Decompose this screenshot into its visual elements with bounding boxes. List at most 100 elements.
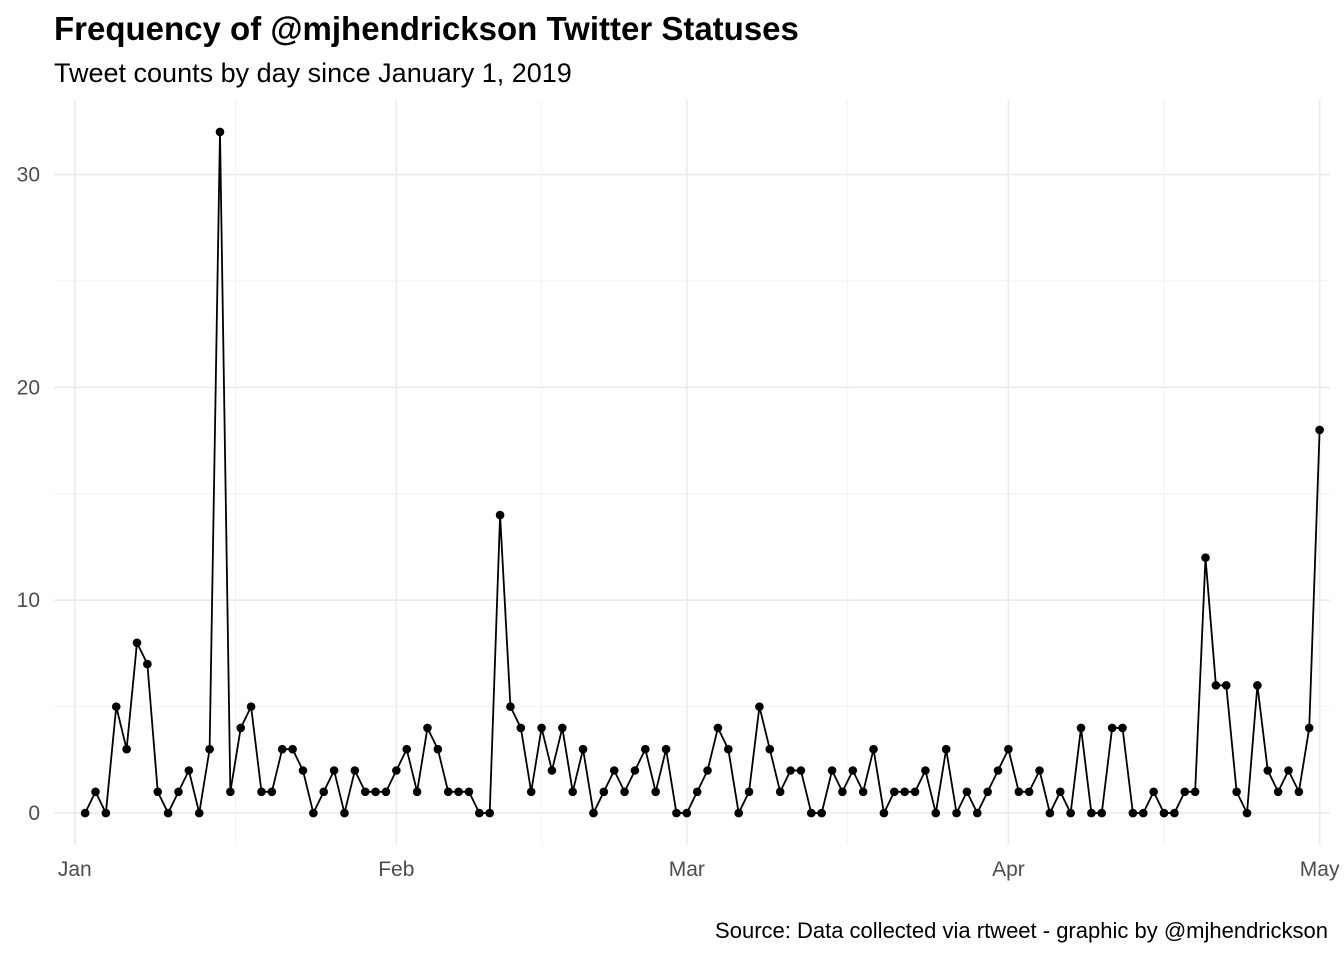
x-tick-label: Mar	[669, 858, 705, 881]
x-tick-label: Jan	[58, 858, 92, 881]
data-point	[1097, 808, 1107, 818]
data-point	[1107, 723, 1117, 733]
data-point	[236, 723, 246, 733]
data-point	[547, 766, 557, 775]
series-line	[84, 131, 1321, 814]
data-point	[392, 766, 401, 775]
y-axis: 0 10 20 30	[17, 164, 40, 826]
data-point	[257, 787, 266, 797]
grid-lines	[54, 100, 1330, 845]
data-point	[516, 723, 526, 733]
data-point	[1159, 808, 1169, 818]
chart-title: Frequency of @mjhendrickson Twitter Stat…	[54, 10, 799, 47]
data-point	[765, 744, 775, 754]
data-point	[713, 723, 723, 733]
data-point	[101, 808, 111, 818]
data-point	[277, 744, 287, 754]
data-point	[692, 787, 702, 797]
y-tick-label: 20	[17, 376, 40, 399]
data-point	[1055, 787, 1065, 797]
data-point	[80, 808, 90, 818]
data-point	[661, 744, 671, 754]
data-point	[381, 787, 391, 797]
data-point	[298, 766, 308, 775]
data-point	[1294, 787, 1304, 797]
data-point	[879, 808, 889, 818]
data-point	[1138, 808, 1148, 818]
data-point	[734, 808, 743, 818]
data-point	[329, 766, 339, 775]
y-tick-label: 30	[17, 164, 40, 187]
data-point	[132, 638, 142, 648]
data-point	[744, 787, 754, 797]
data-point	[122, 744, 131, 754]
data-point	[226, 787, 235, 797]
data-point	[433, 744, 443, 754]
data-point	[485, 808, 495, 818]
data-point	[817, 808, 826, 818]
data-point	[371, 787, 380, 797]
data-point	[1263, 766, 1273, 775]
data-point	[495, 510, 505, 520]
data-point	[651, 787, 660, 797]
data-point	[174, 787, 183, 797]
data-point	[506, 702, 515, 711]
chart-caption: Source: Data collected via rtweet - grap…	[715, 918, 1328, 943]
data-point	[454, 787, 463, 797]
data-point	[941, 744, 951, 754]
data-point	[1170, 808, 1179, 818]
data-point	[641, 744, 650, 754]
data-point	[848, 766, 858, 775]
x-tick-label: May	[1300, 858, 1340, 881]
data-point	[215, 127, 225, 137]
data-point	[983, 787, 992, 797]
y-tick-label: 10	[17, 589, 40, 612]
data-point	[1232, 787, 1241, 797]
data-point	[423, 723, 432, 733]
data-point	[1242, 808, 1252, 818]
data-point	[153, 787, 163, 797]
data-point	[1066, 808, 1075, 818]
data-point	[267, 787, 277, 797]
data-point	[620, 787, 629, 797]
data-point	[143, 659, 152, 669]
data-point	[526, 787, 536, 797]
data-point	[1014, 787, 1024, 797]
data-point	[91, 787, 100, 797]
data-point	[309, 808, 318, 818]
data-point	[724, 744, 733, 754]
data-point	[1076, 723, 1086, 733]
data-point	[443, 787, 453, 797]
data-point	[319, 787, 329, 797]
data-point	[630, 766, 640, 775]
data-point	[599, 787, 609, 797]
data-point	[1180, 787, 1190, 797]
data-point	[246, 702, 256, 711]
data-point	[931, 808, 941, 818]
y-tick-label: 0	[28, 802, 40, 825]
data-point	[1304, 723, 1314, 733]
data-point	[1024, 787, 1034, 797]
data-point	[786, 766, 795, 775]
data-point	[205, 744, 214, 754]
data-point	[475, 808, 484, 818]
data-point	[412, 787, 422, 797]
x-axis: Jan Feb Mar Apr May	[58, 858, 1340, 881]
data-point	[972, 808, 982, 818]
data-point	[558, 723, 567, 733]
data-point	[682, 808, 692, 818]
data-point	[838, 787, 847, 797]
x-tick-label: Apr	[992, 858, 1025, 881]
data-point	[194, 808, 204, 818]
data-point	[184, 766, 194, 775]
data-point	[889, 787, 899, 797]
data-point	[775, 787, 785, 797]
data-point	[1035, 766, 1044, 775]
data-point	[589, 808, 598, 818]
data-point	[827, 766, 837, 775]
data-point	[578, 744, 588, 754]
data-point	[921, 766, 930, 775]
data-point	[807, 808, 816, 818]
data-points	[80, 127, 1324, 818]
data-point	[1273, 787, 1283, 797]
